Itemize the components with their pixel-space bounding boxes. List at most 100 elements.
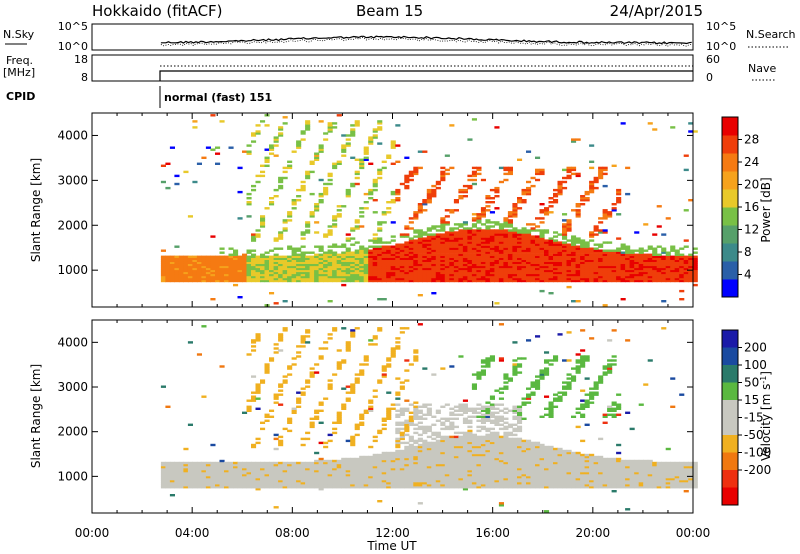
- heatmap-cell: [467, 178, 473, 182]
- heatmap-cell: [426, 265, 432, 269]
- heatmap-cell: [345, 249, 351, 252]
- heatmap-cell: [413, 407, 419, 410]
- heatmap-cell: [282, 219, 288, 222]
- heatmap-cell: [413, 413, 419, 416]
- heatmap-cell: [584, 263, 590, 267]
- heatmap-cell: [453, 486, 459, 489]
- heatmap-cell: [584, 277, 590, 281]
- heatmap-cell: [327, 122, 333, 125]
- heatmap-cell: [399, 269, 405, 273]
- heatmap-cell: [242, 269, 248, 273]
- heatmap-cell: [210, 443, 216, 447]
- heatmap-cell: [390, 239, 396, 242]
- heatmap-cell: [557, 243, 563, 246]
- heatmap-cell: [598, 269, 604, 273]
- heatmap-cell: [593, 249, 599, 252]
- heatmap-cell: [187, 341, 193, 344]
- heatmap-cell: [359, 479, 365, 483]
- heatmap-cell: [264, 263, 270, 267]
- heatmap-cell: [507, 213, 513, 216]
- heatmap-cell: [291, 357, 297, 360]
- heatmap-cell: [471, 178, 477, 182]
- heatmap-cell: [264, 482, 270, 485]
- heatmap-cell: [589, 239, 595, 242]
- heatmap-cell: [494, 449, 500, 453]
- heatmap-cell: [489, 263, 495, 267]
- heatmap-cell: [521, 188, 527, 192]
- heatmap-cell: [404, 156, 410, 159]
- heatmap-cell: [169, 479, 175, 483]
- heatmap-cell: [535, 253, 541, 256]
- heatmap-cell: [566, 261, 572, 264]
- heatmap-cell: [359, 369, 365, 372]
- heatmap-cell: [453, 477, 459, 481]
- heatmap-cell: [548, 245, 554, 248]
- heatmap-cell: [377, 255, 383, 258]
- heatmap-cell: [395, 199, 401, 202]
- heatmap-cell: [183, 471, 189, 475]
- heatmap-cell: [562, 235, 568, 238]
- heatmap-cell: [219, 471, 225, 475]
- heatmap-cell: [264, 156, 270, 159]
- heatmap-cell: [458, 413, 464, 416]
- heatmap-cell: [165, 477, 171, 481]
- heatmap-cell: [480, 471, 486, 475]
- heatmap-cell: [296, 257, 302, 260]
- heatmap-cell: [512, 259, 518, 262]
- heatmap-cell: [255, 486, 261, 489]
- heatmap-cell: [426, 197, 432, 200]
- heatmap-cell: [489, 421, 495, 424]
- heatmap-cell: [485, 477, 491, 481]
- heatmap-cell: [404, 176, 410, 180]
- heatmap-cell: [634, 231, 640, 234]
- heatmap-cell: [517, 279, 523, 283]
- heatmap-cell: [476, 451, 482, 455]
- heatmap-cell: [598, 271, 604, 275]
- heatmap-cell: [278, 463, 284, 467]
- heatmap-cell: [332, 459, 338, 463]
- heatmap-cell: [399, 453, 405, 457]
- heatmap-cell: [417, 473, 423, 477]
- heatmap-cell: [413, 166, 419, 170]
- heatmap-cell: [507, 166, 513, 170]
- heatmap-cell: [359, 459, 365, 463]
- heatmap-cell: [287, 373, 293, 376]
- heatmap-cell: [485, 427, 491, 431]
- heatmap-cell: [449, 267, 455, 271]
- heatmap-cell: [507, 219, 513, 222]
- heatmap-cell: [539, 269, 545, 273]
- heatmap-cell: [404, 453, 410, 457]
- heatmap-cell: [512, 247, 518, 250]
- heatmap-cell: [444, 269, 450, 273]
- heatmap-cell: [210, 486, 216, 489]
- heatmap-cell: [557, 249, 563, 252]
- heatmap-cell: [480, 453, 486, 457]
- heatmap-cell: [656, 275, 662, 279]
- heatmap-cell: [440, 233, 446, 236]
- heatmap-cell: [273, 273, 279, 277]
- heatmap-cell: [408, 253, 414, 256]
- heatmap-cell: [395, 397, 401, 400]
- heatmap-cell: [526, 269, 532, 273]
- heatmap-cell: [634, 261, 640, 264]
- heatmap-cell: [476, 371, 482, 374]
- heatmap-cell: [372, 178, 378, 182]
- heatmap-cell: [363, 471, 369, 475]
- heatmap-cell: [413, 245, 419, 248]
- heatmap-cell: [260, 217, 266, 220]
- heatmap-cell: [656, 253, 662, 256]
- heatmap-cell: [408, 477, 414, 481]
- heatmap-cell: [318, 255, 324, 258]
- heatmap-cell: [489, 269, 495, 273]
- heatmap-cell: [381, 267, 387, 271]
- heatmap-cell: [210, 267, 216, 271]
- heatmap-cell: [471, 486, 477, 489]
- heatmap-cell: [160, 259, 166, 262]
- heatmap-cell: [318, 249, 324, 252]
- heatmap-cell: [219, 365, 225, 368]
- heatmap-cell: [174, 467, 180, 471]
- heatmap-cell: [458, 445, 464, 449]
- heatmap-cell: [314, 409, 320, 412]
- heatmap-cell: [634, 277, 640, 281]
- heatmap-cell: [444, 263, 450, 267]
